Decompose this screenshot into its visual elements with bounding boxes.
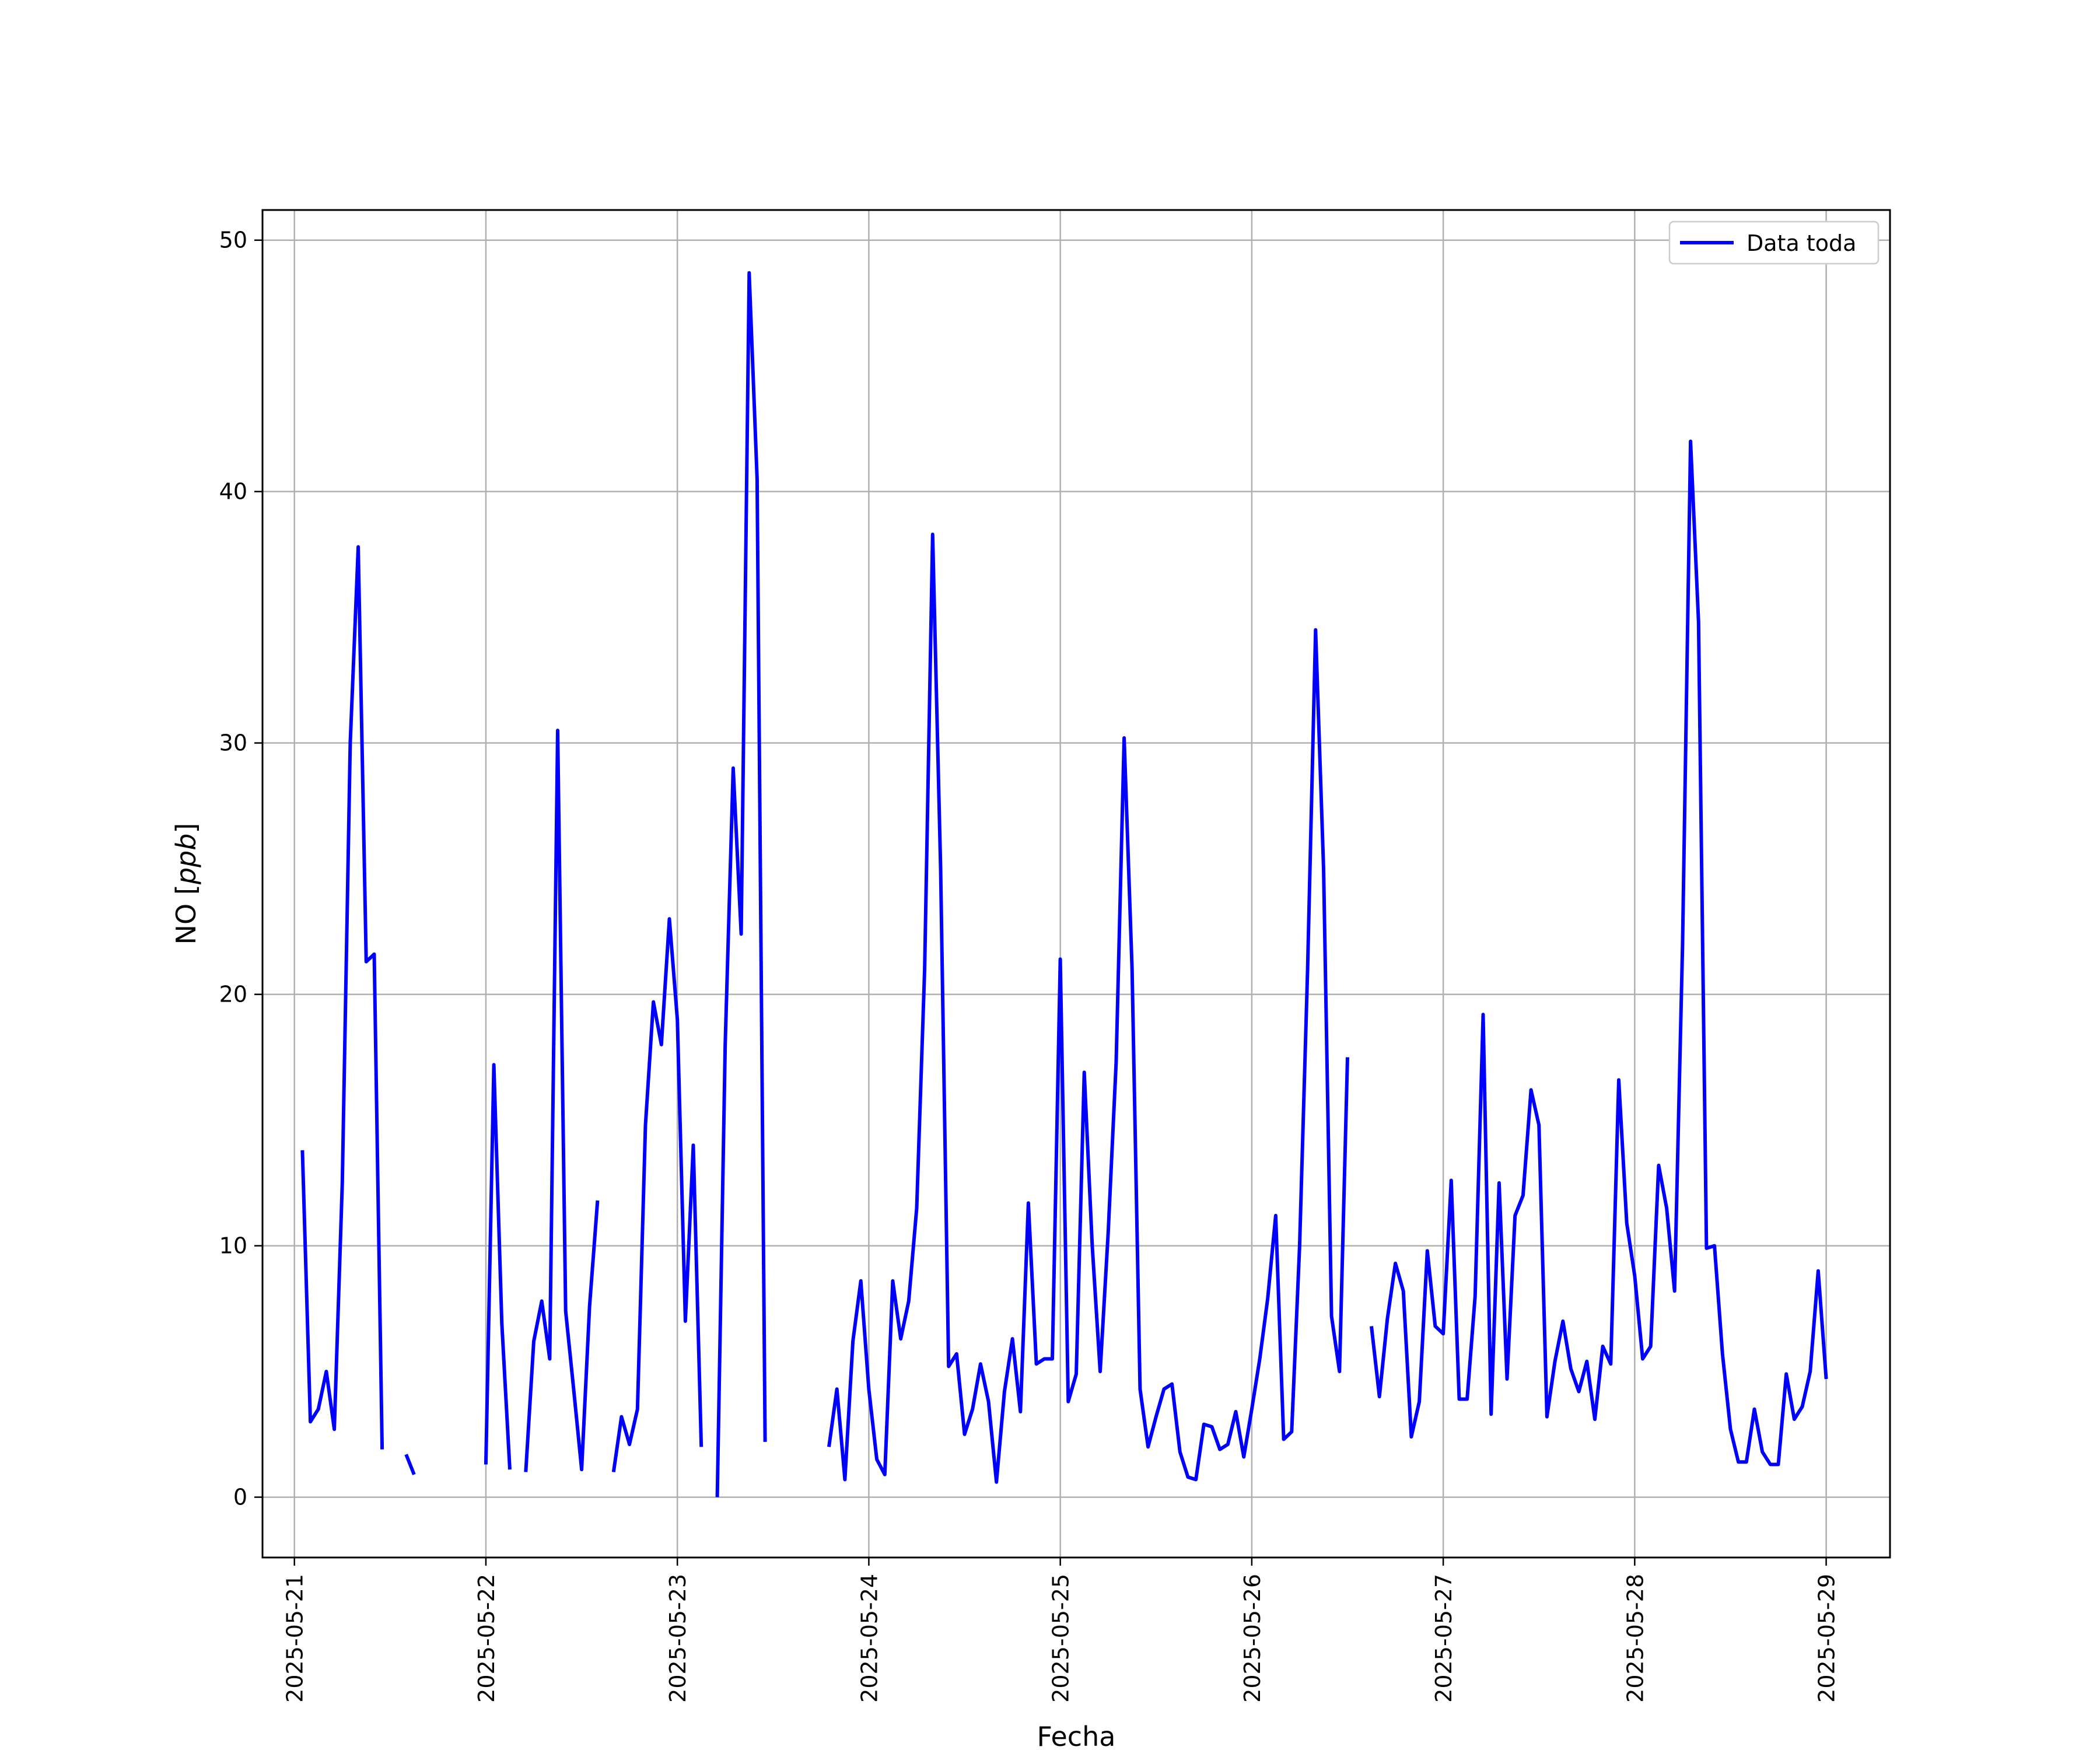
x-axis: 2025-05-21 2025-05-22 2025-05-23 2025-05-24… xyxy=(282,1558,1840,1703)
x-tick-label-6: 2025-05-27 xyxy=(1431,1574,1457,1703)
y-tick-label-3: 30 xyxy=(219,730,247,756)
grid-lines xyxy=(262,210,1890,1558)
y-tick-label-4: 40 xyxy=(219,479,247,505)
series-0-line-segment-0 xyxy=(300,545,384,1450)
x-tick-label-0: 2025-05-21 xyxy=(282,1574,308,1703)
x-axis-title: Fecha xyxy=(1037,1721,1116,1750)
series-0-line-segment-7 xyxy=(1370,439,1828,1466)
series-0-line-segment-5 xyxy=(715,271,767,1497)
y-tick-label-5: 50 xyxy=(219,228,247,253)
y-axis-title-unit: ppb xyxy=(170,834,202,886)
legend-label: Data toda xyxy=(1746,230,1856,256)
x-tick-label-7: 2025-05-28 xyxy=(1622,1574,1648,1703)
plot-frame xyxy=(261,209,1891,1559)
y-tick-label-2: 20 xyxy=(219,982,247,1007)
y-axis-title: NO [ppb] xyxy=(170,823,202,945)
x-tick-label-1: 2025-05-22 xyxy=(474,1574,499,1703)
y-tick-label-1: 10 xyxy=(219,1233,247,1259)
y-axis-title-main: NO xyxy=(170,904,202,945)
series-0-line-segment-6 xyxy=(827,533,1349,1484)
y-tick-label-0: 0 xyxy=(233,1485,247,1510)
x-tick-label-4: 2025-05-25 xyxy=(1048,1574,1074,1703)
x-tick-label-8: 2025-05-29 xyxy=(1814,1574,1840,1703)
series-0-line-segment-4 xyxy=(611,917,704,1472)
series-group xyxy=(300,271,1828,1497)
x-tick-label-3: 2025-05-24 xyxy=(856,1574,882,1703)
x-tick-label-2: 2025-05-23 xyxy=(665,1574,691,1703)
series-0-line-segment-1 xyxy=(404,1454,416,1475)
x-tick-label-5: 2025-05-26 xyxy=(1240,1574,1265,1703)
series-0-line-segment-2 xyxy=(484,1063,512,1470)
legend: Data toda xyxy=(1668,220,1880,265)
series-0-line-segment-3 xyxy=(524,729,600,1472)
y-axis: 0 10 20 30 40 50 xyxy=(219,228,262,1510)
legend-frame xyxy=(1668,220,1880,265)
